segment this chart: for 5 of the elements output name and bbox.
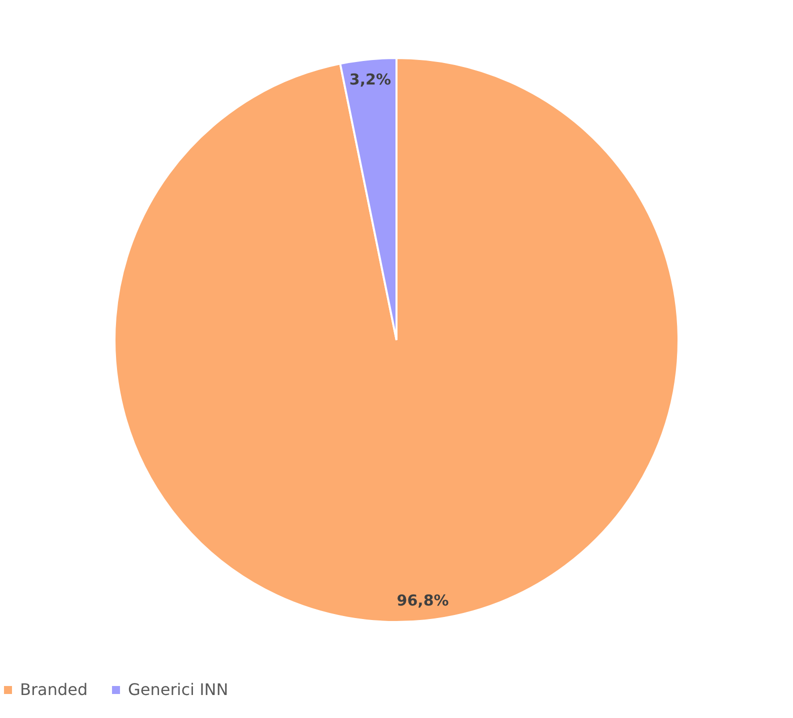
- legend-label: Branded: [20, 680, 88, 699]
- legend-label: Generici INN: [128, 680, 228, 699]
- data-label: 3,2%: [349, 70, 392, 88]
- data-label: 96,8%: [396, 592, 449, 610]
- pie-slice: [114, 57, 680, 623]
